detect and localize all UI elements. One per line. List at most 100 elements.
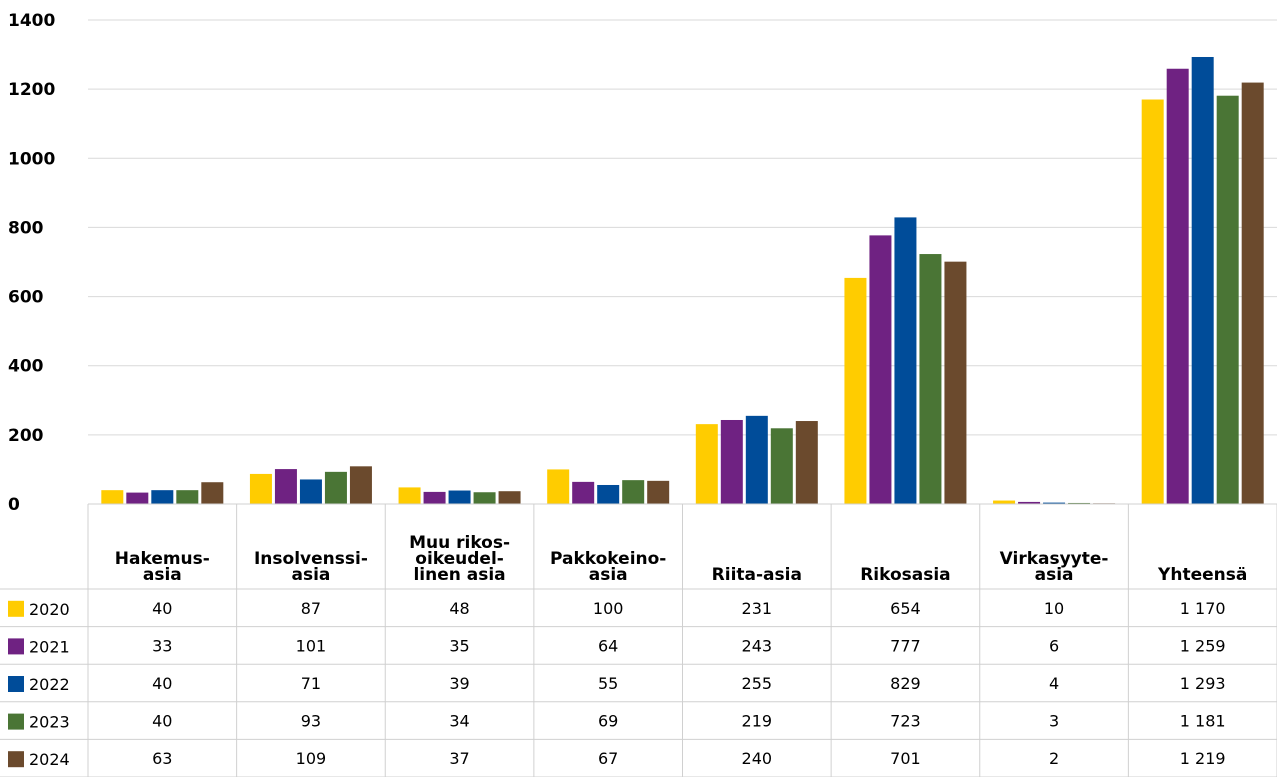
bar-2021-6 (1018, 501, 1041, 504)
bar-2023-3 (622, 480, 645, 504)
category-label: linen asia (413, 565, 505, 585)
bar-2022-1 (299, 479, 322, 504)
legend-label: 2024 (29, 750, 70, 769)
bar-2024-2 (498, 491, 521, 504)
table-cell: 35 (449, 636, 469, 655)
table-cell: 109 (296, 749, 327, 768)
bar-2022-6 (1043, 502, 1066, 504)
category-label: Muu rikos- (409, 533, 510, 553)
table-cell: 219 (742, 712, 773, 731)
table-cell: 777 (890, 636, 921, 655)
y-tick-label: 0 (8, 495, 20, 515)
table-cell: 1 293 (1180, 674, 1226, 693)
bar-2024-5 (944, 261, 967, 504)
table-cell: 2 (1049, 749, 1059, 768)
table-cell: 48 (449, 599, 469, 618)
table-cell: 40 (152, 674, 172, 693)
y-tick-label: 400 (8, 357, 44, 377)
table-cell: 67 (598, 749, 618, 768)
table-cell: 93 (301, 712, 321, 731)
table-cell: 1 170 (1180, 599, 1226, 618)
bar-2023-6 (1068, 502, 1091, 504)
bar-2024-4 (795, 421, 818, 504)
bar-2023-4 (770, 428, 793, 504)
legend-swatch-2021 (8, 638, 24, 655)
table-cell: 40 (152, 712, 172, 731)
table-cell: 34 (449, 712, 469, 731)
bar-2020-7 (1141, 99, 1164, 504)
table-cell: 10 (1044, 599, 1064, 618)
bar-2024-1 (349, 466, 372, 504)
table-cell: 39 (449, 674, 469, 693)
legend-swatch-2023 (8, 713, 24, 730)
y-axis: 0 200 400 600 800 1000 1200 1400 (8, 11, 55, 515)
category-label: asia (143, 565, 182, 585)
gridlines (88, 19, 1277, 436)
legend-swatch-2020 (8, 600, 24, 617)
category-label: Insolvenssi- (254, 549, 368, 569)
legend-label: 2020 (29, 600, 70, 619)
table-cell: 55 (598, 674, 618, 693)
table-cell: 3 (1049, 712, 1059, 731)
category-label: Virkasyyte- (1000, 549, 1109, 569)
bar-2023-2 (473, 492, 496, 504)
category-label: asia (291, 565, 330, 585)
table-cell: 240 (742, 749, 773, 768)
bar-2020-0 (101, 490, 124, 504)
table-cell: 4 (1049, 674, 1059, 693)
category-label: Rikosasia (860, 565, 950, 585)
bars (101, 56, 1264, 505)
y-tick-label: 1400 (8, 11, 55, 31)
bar-2021-7 (1166, 68, 1189, 504)
y-tick-label: 1200 (8, 80, 55, 100)
bar-2020-2 (398, 487, 421, 504)
bar-2023-5 (919, 254, 942, 504)
legend-label: 2023 (29, 713, 70, 732)
table-cell: 231 (742, 599, 773, 618)
category-label: oikeudel- (415, 549, 504, 569)
table-cell: 71 (301, 674, 321, 693)
bar-2022-5 (894, 217, 917, 504)
bar-2021-2 (423, 491, 446, 504)
legend-label: 2022 (29, 675, 70, 694)
table-cell: 101 (296, 636, 327, 655)
table-cell: 723 (890, 712, 921, 731)
bar-2024-0 (201, 482, 224, 504)
y-tick-label: 800 (8, 218, 44, 238)
bar-2022-7 (1191, 56, 1214, 505)
table-cell: 654 (890, 599, 921, 618)
table-cell: 37 (449, 749, 469, 768)
table-cell: 64 (598, 636, 618, 655)
bar-2021-1 (274, 469, 297, 504)
table-cell: 1 219 (1180, 749, 1226, 768)
bar-2024-3 (647, 480, 670, 504)
category-label: Yhteensä (1157, 565, 1247, 585)
bar-2020-1 (249, 473, 272, 504)
bar-2022-3 (597, 484, 620, 504)
bar-2021-0 (126, 492, 149, 504)
table-cell: 100 (593, 599, 624, 618)
bar-2020-3 (547, 469, 570, 504)
table-cell: 255 (742, 674, 773, 693)
table-cell: 33 (152, 636, 172, 655)
table-cell: 829 (890, 674, 921, 693)
category-label: asia (589, 565, 628, 585)
bar-2021-3 (572, 481, 595, 504)
table-cell: 63 (152, 749, 172, 768)
y-tick-label: 600 (8, 288, 44, 308)
category-label: asia (1035, 565, 1074, 585)
table-cell: 243 (742, 636, 773, 655)
legend-label: 2021 (29, 637, 70, 656)
legend-swatch-2022 (8, 676, 24, 692)
y-tick-label: 200 (8, 426, 44, 446)
bar-2021-4 (720, 419, 743, 504)
bar-2023-1 (324, 471, 347, 504)
legend-swatch-2024 (8, 751, 24, 768)
y-tick-label: 1000 (8, 149, 55, 169)
category-label: Hakemus- (115, 549, 210, 569)
bar-2020-5 (844, 277, 867, 504)
bar-2024-7 (1241, 82, 1264, 505)
bar-2020-4 (695, 424, 718, 504)
